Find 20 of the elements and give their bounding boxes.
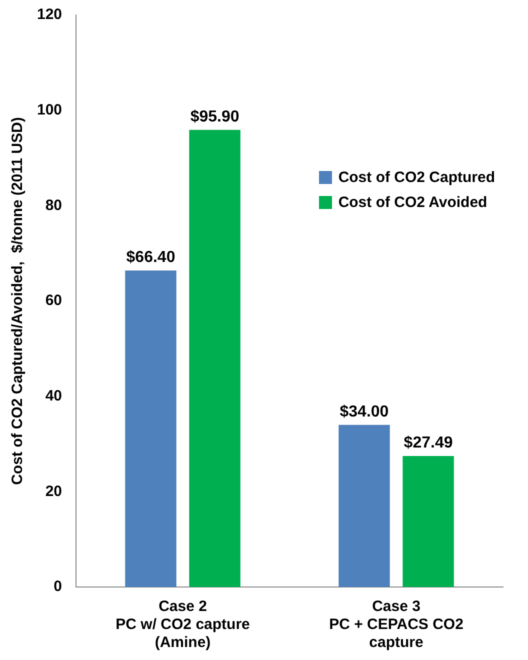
bar [189, 130, 240, 587]
data-label: $66.40 [126, 248, 176, 266]
data-label: $95.90 [190, 108, 240, 126]
bar [402, 456, 454, 587]
y-axis-title: Cost of CO2 Captured/Avoided, $/tonne (2011 USD) [9, 117, 26, 485]
bar [125, 270, 176, 587]
y-tick-label: 80 [45, 196, 62, 214]
y-tick-label: 60 [45, 292, 62, 310]
y-tick-label: 0 [54, 578, 62, 596]
data-label: $27.49 [404, 434, 453, 452]
y-tick-label: 100 [36, 101, 62, 118]
legend-label: Cost of CO2 Captured [338, 169, 495, 186]
x-tick-label: Case 2 PC w/ CO2 capture (Amine) [116, 598, 250, 652]
bar [338, 424, 390, 587]
legend-label: Cost of CO2 Avoided [338, 194, 488, 212]
y-tick-label: 20 [45, 482, 62, 500]
y-tick-label: 40 [45, 387, 62, 404]
y-tick-label: 120 [36, 6, 62, 24]
data-label: $34.00 [340, 403, 389, 420]
x-tick-label: Case 3 PC + CEPACS CO2 capture [329, 598, 464, 652]
